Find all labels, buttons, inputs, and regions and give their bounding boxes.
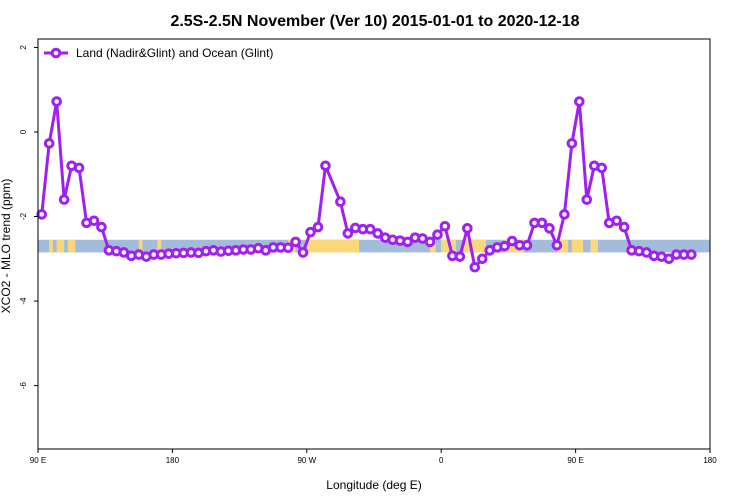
data-point (618, 221, 630, 233)
data-point (499, 240, 510, 252)
data-point (58, 194, 70, 205)
y-tick-label: -4 (19, 297, 28, 305)
data-point (686, 249, 697, 260)
y-tick-label: 2 (19, 45, 28, 50)
data-point (521, 239, 533, 251)
data-point (596, 162, 608, 174)
data-point (611, 215, 622, 227)
data-point (364, 223, 376, 235)
data-point (566, 138, 578, 149)
land-segment (571, 239, 584, 253)
data-point (424, 236, 436, 248)
data-point (51, 96, 62, 107)
legend: Land (Nadir&Glint) and Ocean (Glint) (44, 46, 273, 60)
x-tick-label: 180 (703, 456, 717, 465)
legend-entry-label: Land (Nadir&Glint) and Ocean (Glint) (76, 46, 273, 60)
data-point (335, 196, 346, 208)
data-point (282, 242, 294, 254)
data-point (454, 251, 466, 262)
y-tick-label: 0 (19, 129, 28, 134)
data-point (432, 229, 443, 241)
x-tick-label: 180 (166, 456, 180, 465)
data-point (476, 253, 488, 265)
data-point (559, 209, 570, 220)
data-point (297, 247, 309, 258)
x-axis: 90 E 180 90 W 0 90 E 180 (30, 449, 717, 465)
data-point (402, 236, 413, 248)
data-point (469, 261, 481, 273)
data-point (506, 235, 518, 247)
x-tick-label: 90 W (297, 456, 316, 465)
data-point (43, 138, 55, 149)
land-segment (306, 239, 360, 253)
data-point (439, 220, 451, 232)
x-axis-label: Longitude (deg E) (326, 478, 421, 492)
x-tick-label: 0 (439, 456, 444, 465)
data-point (88, 215, 100, 227)
data-point (305, 226, 316, 238)
y-tick-label: -2 (19, 212, 28, 220)
data-point (73, 162, 85, 174)
y-axis: 2 0 -2 -4 -6 (19, 45, 38, 389)
data-point (36, 209, 48, 220)
data-point (581, 194, 593, 205)
land-segment (49, 239, 53, 253)
land-segment (67, 239, 76, 253)
data-point (372, 228, 384, 239)
data-point (551, 239, 563, 251)
chart-title: 2.5S-2.5N November (Ver 10) 2015-01-01 t… (170, 13, 579, 30)
series-layer (36, 96, 697, 273)
y-tick-label: -6 (19, 381, 28, 389)
data-point (312, 221, 324, 233)
land-segment (56, 239, 65, 253)
data-point (574, 96, 585, 107)
plot-frame (37, 38, 711, 450)
data-point (290, 236, 301, 248)
data-point (462, 223, 473, 234)
data-point (342, 228, 354, 239)
legend-marker (50, 47, 62, 59)
x-tick-label: 90 E (567, 456, 583, 465)
x-tick-label: 90 E (30, 456, 46, 465)
data-point (544, 223, 555, 234)
data-point (96, 221, 107, 233)
land-segment (556, 239, 569, 253)
data-point (320, 160, 331, 172)
land-segment (463, 239, 486, 253)
land-segment (138, 239, 143, 253)
data-point (536, 217, 548, 229)
y-axis-label: XCO2 - MLO trend (ppm) (0, 179, 13, 314)
land-segment (590, 239, 598, 253)
land-segment (157, 239, 162, 253)
data-point (663, 253, 675, 265)
